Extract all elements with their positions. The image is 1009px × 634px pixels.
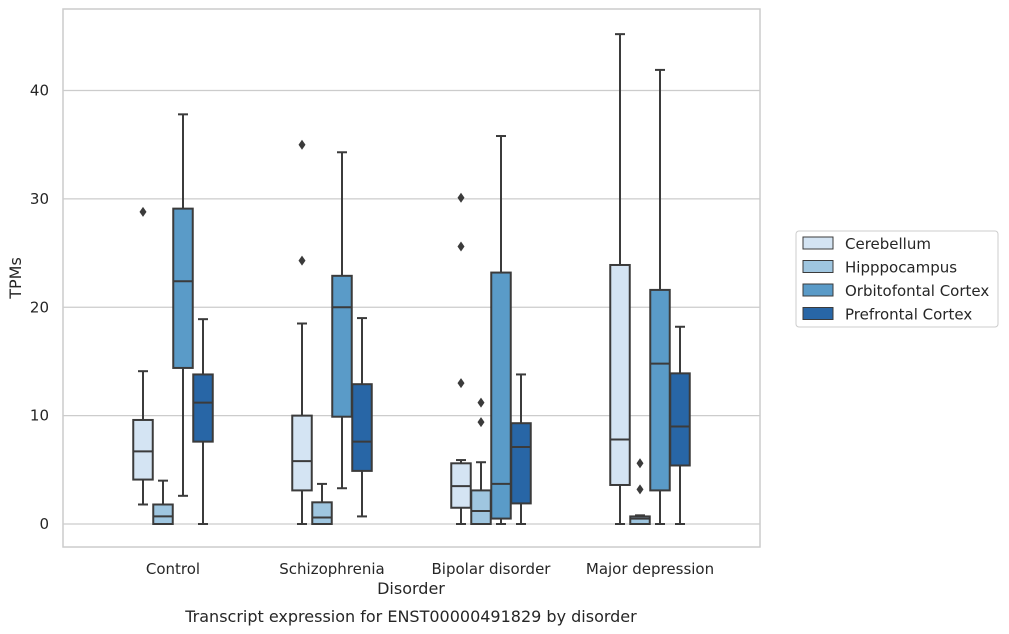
legend-label: Hipppocampus (845, 259, 957, 277)
box-3-1 (351, 317, 373, 518)
box-2-3 (649, 68, 671, 525)
iqr-box (152, 503, 174, 525)
outlier-point (636, 458, 644, 469)
legend-label: Orbitofontal Cortex (845, 282, 989, 300)
x-tick-label: Bipolar disorder (432, 560, 552, 578)
y-tick-label: 0 (39, 515, 49, 533)
outlier-point (139, 206, 147, 217)
box-0-1 (291, 139, 313, 525)
box-plot-series (132, 33, 691, 526)
chart-caption: Transcript expression for ENST0000049182… (184, 607, 637, 626)
box-3-3 (669, 325, 691, 525)
x-axis-ticks: Control Schizophrenia Bipolar disorder Majo… (146, 560, 714, 578)
x-tick-label: Control (146, 560, 200, 578)
outlier-point (457, 192, 465, 203)
plot-area-frame (62, 8, 761, 548)
y-tick-label: 30 (30, 190, 49, 208)
y-tick-label: 10 (30, 407, 49, 425)
legend-frame (795, 230, 999, 328)
y-tick-label: 20 (30, 298, 49, 316)
iqr-box (609, 263, 631, 486)
box-1-0 (152, 479, 174, 525)
legend-label: Prefrontal Cortex (845, 306, 972, 324)
box-3-2 (510, 373, 532, 525)
iqr-box (192, 373, 214, 443)
iqr-box (291, 414, 313, 492)
legend: Cerebellum Hipppocampus Orbitofontal Corte… (795, 230, 999, 328)
iqr-box (669, 372, 691, 467)
box-2-0 (172, 113, 194, 497)
x-tick-label: Schizophrenia (279, 560, 384, 578)
iqr-box (132, 418, 154, 481)
iqr-box (470, 489, 492, 525)
iqr-box (490, 271, 512, 520)
y-axis-label: TPMs (6, 257, 25, 300)
y-tick-label: 40 (30, 82, 49, 100)
iqr-box (311, 501, 333, 526)
iqr-box (351, 383, 373, 472)
box-1-1 (311, 482, 333, 526)
iqr-box (649, 288, 671, 492)
outlier-point (457, 241, 465, 252)
iqr-box (629, 515, 651, 526)
box-1-3 (629, 458, 651, 526)
outlier-point (477, 417, 485, 428)
x-tick-label: Major depression (586, 560, 714, 578)
box-1-2 (470, 397, 492, 525)
legend-swatch (802, 283, 834, 297)
box-2-2 (490, 135, 512, 525)
iqr-box (331, 274, 353, 418)
y-axis-ticks: 0 10 20 30 40 (30, 82, 49, 534)
outlier-point (298, 255, 306, 266)
legend-label: Cerebellum (845, 235, 931, 253)
legend-swatch (802, 260, 834, 273)
iqr-box (510, 422, 532, 505)
x-axis-label: Disorder (377, 579, 445, 598)
legend-swatch (802, 236, 834, 250)
outlier-point (636, 484, 644, 495)
outlier-point (457, 378, 465, 389)
box-3-0 (192, 318, 214, 525)
box-0-3 (609, 33, 631, 525)
legend-swatch (802, 307, 834, 320)
box-0-0 (132, 206, 154, 506)
outlier-point (298, 139, 306, 150)
box-0-2 (450, 192, 472, 525)
box-2-1 (331, 151, 353, 490)
outlier-point (477, 397, 485, 408)
iqr-box (172, 207, 194, 369)
